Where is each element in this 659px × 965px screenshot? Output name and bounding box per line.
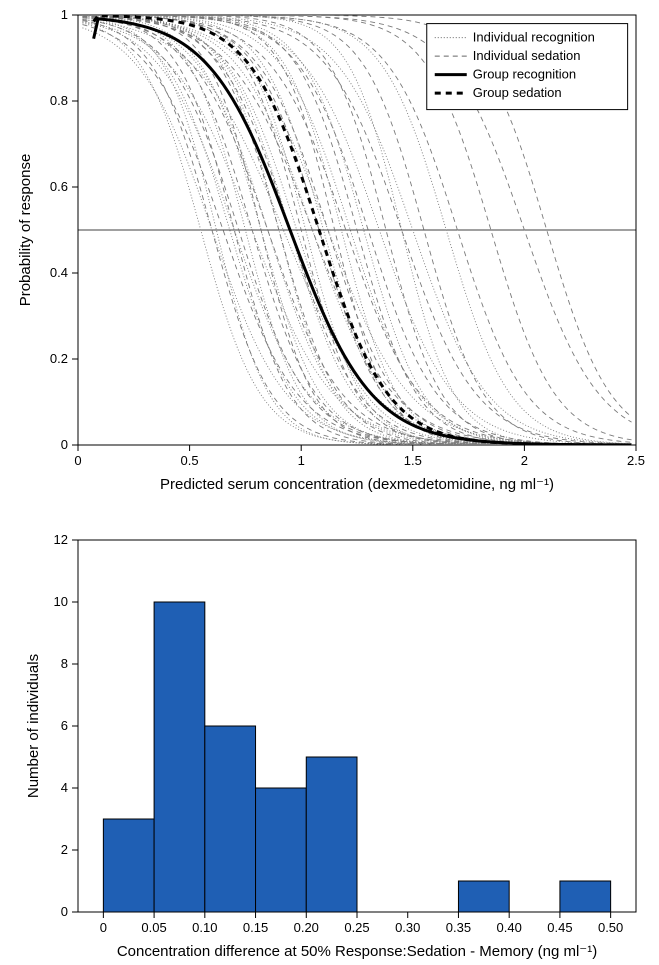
ytick-label: 0	[61, 437, 68, 452]
ytick-label: 0.2	[50, 351, 68, 366]
xtick-label: 2.5	[627, 453, 645, 468]
histogram-bar	[458, 881, 509, 912]
bottom-chart: 0 0.05 0.10 0.15 0.20 0.25 0.30 0.35 0.40 0.45 0.5…	[25, 532, 636, 960]
ytick-label: 0	[61, 904, 68, 919]
xtick-label: 2	[521, 453, 528, 468]
ytick-label: 10	[54, 594, 68, 609]
legend: Individual recognition Individual sedatio…	[427, 24, 628, 110]
ytick-label: 8	[61, 656, 68, 671]
ytick-label: 4	[61, 780, 68, 795]
ytick-label: 0.4	[50, 265, 68, 280]
ytick-label: 0.6	[50, 179, 68, 194]
xtick-label: 0.10	[192, 920, 217, 935]
legend-label: Group sedation	[473, 85, 562, 100]
xtick-label: 0.50	[598, 920, 623, 935]
xtick-label: 0.15	[243, 920, 268, 935]
histogram-bar	[306, 757, 357, 912]
histogram-bar	[154, 602, 205, 912]
y-axis-label: Number of individuals	[25, 654, 42, 798]
top-chart: 0 0.5 1 1.5 2 2.5 0 0.2 0.4 0.6 0.8 1 Predicted seru…	[17, 7, 645, 493]
legend-label: Individual sedation	[473, 48, 581, 63]
histogram-bar	[205, 726, 256, 912]
ytick-label: 2	[61, 842, 68, 857]
xtick-label: 0.05	[141, 920, 166, 935]
legend-label: Group recognition	[473, 67, 576, 82]
xtick-label: 0.30	[395, 920, 420, 935]
ytick-label: 0.8	[50, 93, 68, 108]
legend-label: Individual recognition	[473, 30, 595, 45]
xtick-label: 0.45	[547, 920, 572, 935]
ytick-label: 6	[61, 718, 68, 733]
xtick-label: 0.40	[497, 920, 522, 935]
xtick-label: 0.35	[446, 920, 471, 935]
xtick-label: 1.5	[404, 453, 422, 468]
y-axis-label: Probability of response	[17, 154, 34, 307]
xtick-label: 0	[74, 453, 81, 468]
xtick-label: 0	[100, 920, 107, 935]
xtick-label: 0.25	[344, 920, 369, 935]
histogram-bar	[103, 819, 154, 912]
xtick-label: 0.5	[181, 453, 199, 468]
xtick-label: 0.20	[294, 920, 319, 935]
ytick-label: 12	[54, 532, 68, 547]
figure: 0 0.5 1 1.5 2 2.5 0 0.2 0.4 0.6 0.8 1 Predicted seru…	[0, 0, 659, 965]
ytick-label: 1	[61, 7, 68, 22]
histogram-bar	[560, 881, 611, 912]
histogram-bar	[256, 788, 307, 912]
x-axis-label: Concentration difference at 50% Response…	[117, 943, 597, 960]
x-axis-label: Predicted serum concentration (dexmedeto…	[160, 476, 554, 493]
xtick-label: 1	[298, 453, 305, 468]
